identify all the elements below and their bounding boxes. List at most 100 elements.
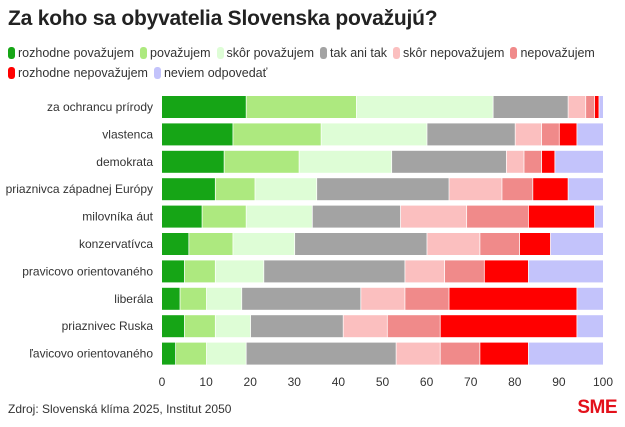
bar-segment (550, 233, 603, 255)
x-tick-label: 40 (332, 375, 346, 389)
bar-segment (449, 287, 577, 310)
bar-segment (405, 287, 449, 310)
legend-swatch (140, 47, 148, 59)
bar-segment (233, 233, 295, 255)
legend-label: rozhodne nepovažujem (18, 66, 148, 80)
x-tick-label: 30 (288, 375, 302, 389)
bar-segment (594, 96, 599, 118)
bar-segment (568, 178, 603, 201)
bar-segment (440, 315, 577, 338)
bar-segment (519, 233, 551, 255)
bar-segment (242, 287, 361, 310)
bar-segment (224, 150, 299, 173)
x-tick-label: 90 (552, 375, 566, 389)
legend-swatch (8, 47, 15, 59)
bar-segment (202, 205, 246, 228)
bar-segment (542, 150, 555, 173)
bar-segment (577, 315, 603, 338)
category-label: priaznivec Ruska (62, 319, 154, 333)
legend-swatch (320, 47, 328, 59)
legend-label: tak ani tak (330, 46, 388, 60)
legend-item: nepovažujem (510, 44, 595, 62)
bar-segment (343, 315, 387, 338)
bar-segment (162, 315, 185, 338)
bar-segment (215, 260, 264, 283)
x-tick-label: 50 (376, 375, 390, 389)
bar-segment (162, 260, 185, 283)
legend-label: rozhodne považujem (18, 46, 135, 60)
legend-label: považujem (150, 46, 211, 60)
category-label: milovníka áut (82, 210, 153, 224)
bar-segment (189, 233, 233, 255)
x-tick-label: 80 (508, 375, 522, 389)
x-tick-label: 70 (464, 375, 478, 389)
x-tick-label: 60 (420, 375, 434, 389)
bar-segment (528, 342, 603, 365)
bar-segment (528, 260, 603, 283)
category-label: konzervatívca (79, 237, 153, 251)
bar-segment (493, 96, 568, 118)
bar-segment (467, 205, 529, 228)
legend-label: skôr považujem (226, 46, 315, 60)
bar-segment (427, 233, 480, 255)
category-label: ľavicovo orientovaného (29, 347, 153, 361)
bar-segment (215, 178, 255, 201)
bar-segment (449, 178, 502, 201)
bar-segment (528, 205, 595, 228)
bar-segment (264, 260, 405, 283)
x-tick-label: 10 (199, 375, 213, 389)
bar-segment (577, 123, 603, 146)
bar-segment (586, 96, 595, 118)
bar-segment (255, 178, 317, 201)
bar-segment (162, 233, 189, 255)
bar-segment (246, 342, 396, 365)
legend-swatch (153, 67, 161, 79)
chart-title: Za koho sa obyvatelia Slovenska považujú… (8, 7, 438, 30)
bar-segment (206, 287, 242, 310)
category-label: priaznivca západnej Európy (6, 182, 153, 196)
bar-segment (387, 315, 440, 338)
bar-segment (559, 123, 577, 146)
bar-segment (175, 342, 207, 365)
category-label: pravicovo orientovaného (22, 264, 153, 278)
legend-item: neviem odpovedať (153, 64, 267, 82)
bar-segment (577, 287, 603, 310)
bar-segment (594, 205, 603, 228)
bar-segment (524, 150, 542, 173)
bar-segment (162, 287, 180, 310)
bar-segment (405, 260, 445, 283)
bar-segment (299, 150, 392, 173)
bar-segment (162, 205, 202, 228)
bar-segment (162, 150, 224, 173)
bar-segment (162, 178, 215, 201)
bar-segment (184, 315, 215, 338)
bar-segment (295, 233, 427, 255)
bar-segment (184, 260, 215, 283)
bar-segment (246, 96, 357, 118)
bar-segment (246, 205, 312, 228)
bar-segment (215, 315, 251, 338)
legend-swatch (393, 47, 401, 59)
legend-label: nepovažujem (520, 46, 595, 60)
legend-item: skôr nepovažujem (393, 44, 504, 62)
x-tick-label: 0 (159, 375, 166, 389)
bar-segment (480, 233, 520, 255)
legend-item: považujem (140, 44, 211, 62)
bar-segment (542, 123, 559, 146)
legend-swatch (216, 47, 224, 59)
bar-segment (162, 96, 246, 118)
bar-segment (206, 342, 246, 365)
bar-segment (180, 287, 207, 310)
category-label: za ochrancu prírody (47, 100, 153, 114)
bar-segment (233, 123, 321, 146)
legend-item: rozhodne nepovažujem (8, 64, 148, 82)
bar-segment (427, 123, 515, 146)
bar-segment (312, 205, 401, 228)
category-label: vlastenca (102, 127, 153, 141)
bar-segment (568, 96, 586, 118)
bar-segment (484, 260, 529, 283)
bar-segment (555, 150, 603, 173)
source-note: Zdroj: Slovenská klíma 2025, Institut 20… (8, 402, 232, 416)
legend-item: skôr považujem (216, 44, 315, 62)
